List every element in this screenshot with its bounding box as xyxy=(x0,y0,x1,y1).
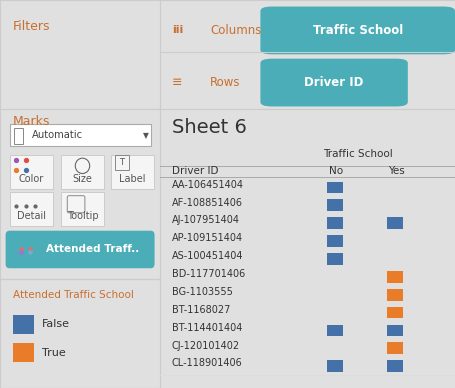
Text: T: T xyxy=(119,158,124,167)
FancyBboxPatch shape xyxy=(260,59,408,106)
Text: AA-106451404: AA-106451404 xyxy=(172,180,244,190)
Text: iii: iii xyxy=(172,26,183,35)
Bar xyxy=(387,325,404,336)
Bar xyxy=(13,315,34,334)
Text: Attended Traff..: Attended Traff.. xyxy=(46,244,140,255)
Text: Size: Size xyxy=(72,174,92,184)
Text: Attended Traffic School: Attended Traffic School xyxy=(13,290,134,300)
Text: BD-117701406: BD-117701406 xyxy=(172,269,245,279)
Text: Automatic: Automatic xyxy=(32,130,83,140)
FancyBboxPatch shape xyxy=(5,231,155,268)
Bar xyxy=(13,343,34,362)
Text: Driver ID: Driver ID xyxy=(172,166,218,176)
Text: AF-108851406: AF-108851406 xyxy=(172,197,243,208)
Bar xyxy=(327,217,343,229)
Bar xyxy=(387,271,404,283)
Text: Label: Label xyxy=(119,174,146,184)
Text: BT-1168027: BT-1168027 xyxy=(172,305,230,315)
FancyBboxPatch shape xyxy=(10,192,53,227)
Text: BT-114401404: BT-114401404 xyxy=(172,323,243,333)
Bar xyxy=(387,307,404,319)
FancyBboxPatch shape xyxy=(10,155,53,189)
Text: Sheet 6: Sheet 6 xyxy=(172,118,247,137)
Text: Marks: Marks xyxy=(13,116,50,128)
Text: Color: Color xyxy=(19,174,44,184)
Text: No: No xyxy=(329,166,343,176)
Bar xyxy=(15,128,23,144)
Bar xyxy=(387,360,404,372)
Bar xyxy=(327,182,343,193)
Text: Rows: Rows xyxy=(210,76,241,89)
Bar xyxy=(327,199,343,211)
FancyBboxPatch shape xyxy=(67,196,85,213)
Bar xyxy=(327,360,343,372)
Text: False: False xyxy=(42,319,70,329)
FancyBboxPatch shape xyxy=(115,155,129,170)
Text: Columns: Columns xyxy=(210,24,262,37)
Text: CL-118901406: CL-118901406 xyxy=(172,359,243,369)
Text: ≡: ≡ xyxy=(172,76,182,89)
FancyBboxPatch shape xyxy=(111,155,154,189)
Text: Filters: Filters xyxy=(13,19,51,33)
Text: BG-1103555: BG-1103555 xyxy=(172,287,233,297)
FancyBboxPatch shape xyxy=(61,155,104,189)
FancyBboxPatch shape xyxy=(10,124,151,146)
Text: AS-100451404: AS-100451404 xyxy=(172,251,243,261)
Text: CJ-120101402: CJ-120101402 xyxy=(172,341,240,350)
Text: Traffic School: Traffic School xyxy=(313,24,403,37)
Text: Driver ID: Driver ID xyxy=(304,76,364,89)
Text: Detail: Detail xyxy=(17,211,46,221)
Text: True: True xyxy=(42,348,66,358)
Text: Traffic School: Traffic School xyxy=(323,149,393,159)
FancyBboxPatch shape xyxy=(61,192,104,227)
Text: AP-109151404: AP-109151404 xyxy=(172,233,243,243)
Text: ▼: ▼ xyxy=(143,131,149,140)
Bar xyxy=(327,325,343,336)
Text: AJ-107951404: AJ-107951404 xyxy=(172,215,240,225)
Bar xyxy=(387,343,404,354)
Bar xyxy=(327,235,343,247)
Bar xyxy=(327,253,343,265)
Bar xyxy=(387,289,404,301)
Bar xyxy=(387,217,404,229)
Text: Yes: Yes xyxy=(388,166,404,176)
Text: Tooltip: Tooltip xyxy=(67,211,98,221)
FancyBboxPatch shape xyxy=(260,7,455,54)
